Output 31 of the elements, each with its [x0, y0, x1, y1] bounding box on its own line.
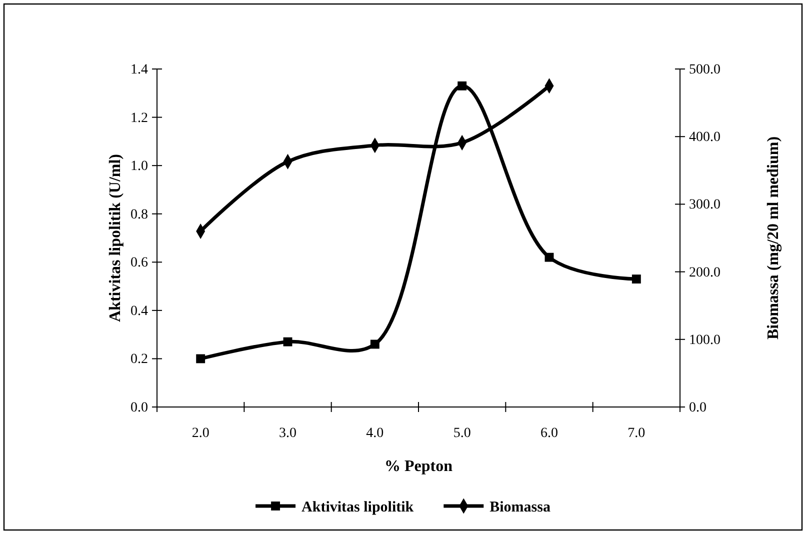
y2-tick-label: 400.0 [689, 130, 720, 146]
point [370, 340, 380, 349]
x-tick-label: 4.0 [366, 426, 384, 441]
x-axis-title: % Pepton [384, 458, 453, 475]
y-tick-label: 0.2 [130, 352, 148, 368]
legend-label: Aktivitas lipolitik [302, 499, 414, 516]
x-tick-label: 3.0 [279, 426, 296, 441]
y-tick-label: 1.0 [130, 159, 148, 174]
y-tick-label: 1.4 [130, 62, 148, 78]
point [544, 252, 554, 262]
y-tick-label: 1.2 [130, 110, 148, 126]
x-tick-label: 5.0 [453, 426, 471, 441]
y2-tick-label: 0.0 [689, 400, 706, 416]
point [458, 81, 467, 90]
y2-tick-label: 200.0 [689, 265, 720, 280]
point [196, 354, 206, 364]
y2-tick-label: 300.0 [689, 198, 720, 213]
point [632, 274, 641, 284]
y2-tick-label: 500.0 [689, 62, 720, 78]
y-tick-label: 0.0 [130, 400, 148, 416]
y-tick-label: 0.4 [130, 304, 148, 319]
y-tick-label: 0.8 [130, 207, 148, 222]
legend-label: Biomassa [490, 499, 551, 516]
point [283, 337, 292, 346]
y2-axis-title: Biomassa (mg/20 ml medium) [765, 136, 782, 340]
y2-tick-label: 100.0 [689, 332, 720, 348]
x-tick-label: 6.0 [540, 426, 558, 441]
y-tick-label: 0.6 [130, 256, 148, 271]
x-tick-label: 7.0 [628, 426, 646, 441]
x-tick-label: 2.0 [192, 426, 210, 441]
y-axis-title: Aktivitas lipolitik (U/ml) [107, 154, 124, 322]
